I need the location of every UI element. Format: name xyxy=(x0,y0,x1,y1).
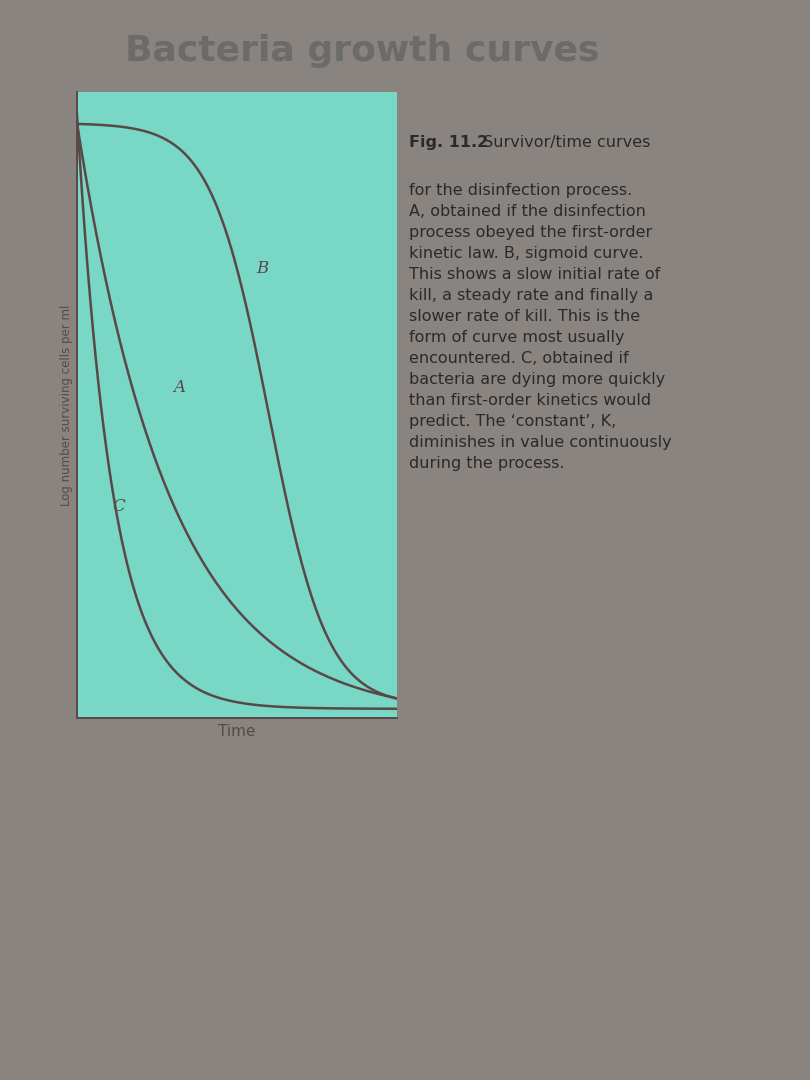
Text: Fig. 11.2: Fig. 11.2 xyxy=(409,135,488,150)
Text: B: B xyxy=(256,260,268,278)
Text: Bacteria growth curves: Bacteria growth curves xyxy=(126,35,599,68)
Text: for the disinfection process.
A, obtained if the disinfection
process obeyed the: for the disinfection process. A, obtaine… xyxy=(409,183,671,471)
Text: C: C xyxy=(112,499,125,515)
Text: A: A xyxy=(173,379,185,396)
Text: Survivor/time curves: Survivor/time curves xyxy=(478,135,650,150)
Y-axis label: Log number surviving cells per ml: Log number surviving cells per ml xyxy=(60,305,73,505)
X-axis label: Time: Time xyxy=(218,724,256,739)
